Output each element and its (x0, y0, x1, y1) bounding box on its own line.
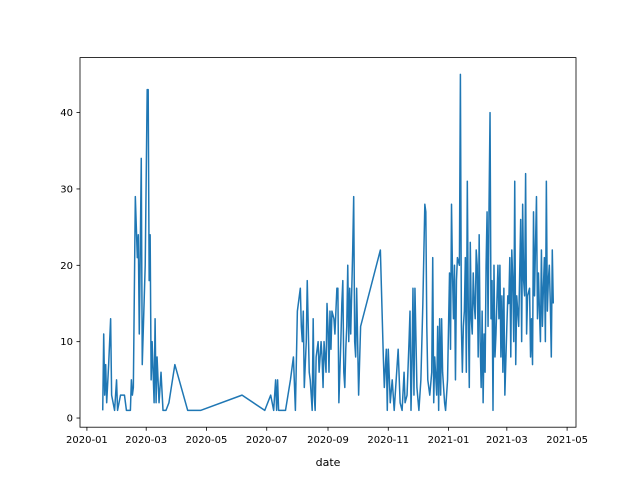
y-tick-label: 40 (60, 108, 73, 119)
x-tick-label: 2020-11 (367, 435, 409, 446)
x-tick-label: 2020-07 (246, 435, 288, 446)
x-tick-label: 2020-09 (307, 435, 349, 446)
x-tick-label: 2020-01 (66, 435, 108, 446)
line (101, 73, 555, 412)
y-tick-label: 0 (67, 414, 73, 425)
x-tick-label: 2020-05 (186, 435, 228, 446)
plot-frame (79, 57, 577, 428)
x-tick-label: 2021-03 (486, 435, 528, 446)
y-tick-label: 30 (60, 184, 73, 195)
y-tick-label: 20 (60, 261, 73, 272)
x-tick-label: 2021-05 (546, 435, 588, 446)
x-axis-label: date (316, 456, 341, 469)
x-tick-label: 2020-03 (125, 435, 167, 446)
y-tick-label: 10 (60, 337, 73, 348)
x-tick-label: 2021-01 (428, 435, 470, 446)
